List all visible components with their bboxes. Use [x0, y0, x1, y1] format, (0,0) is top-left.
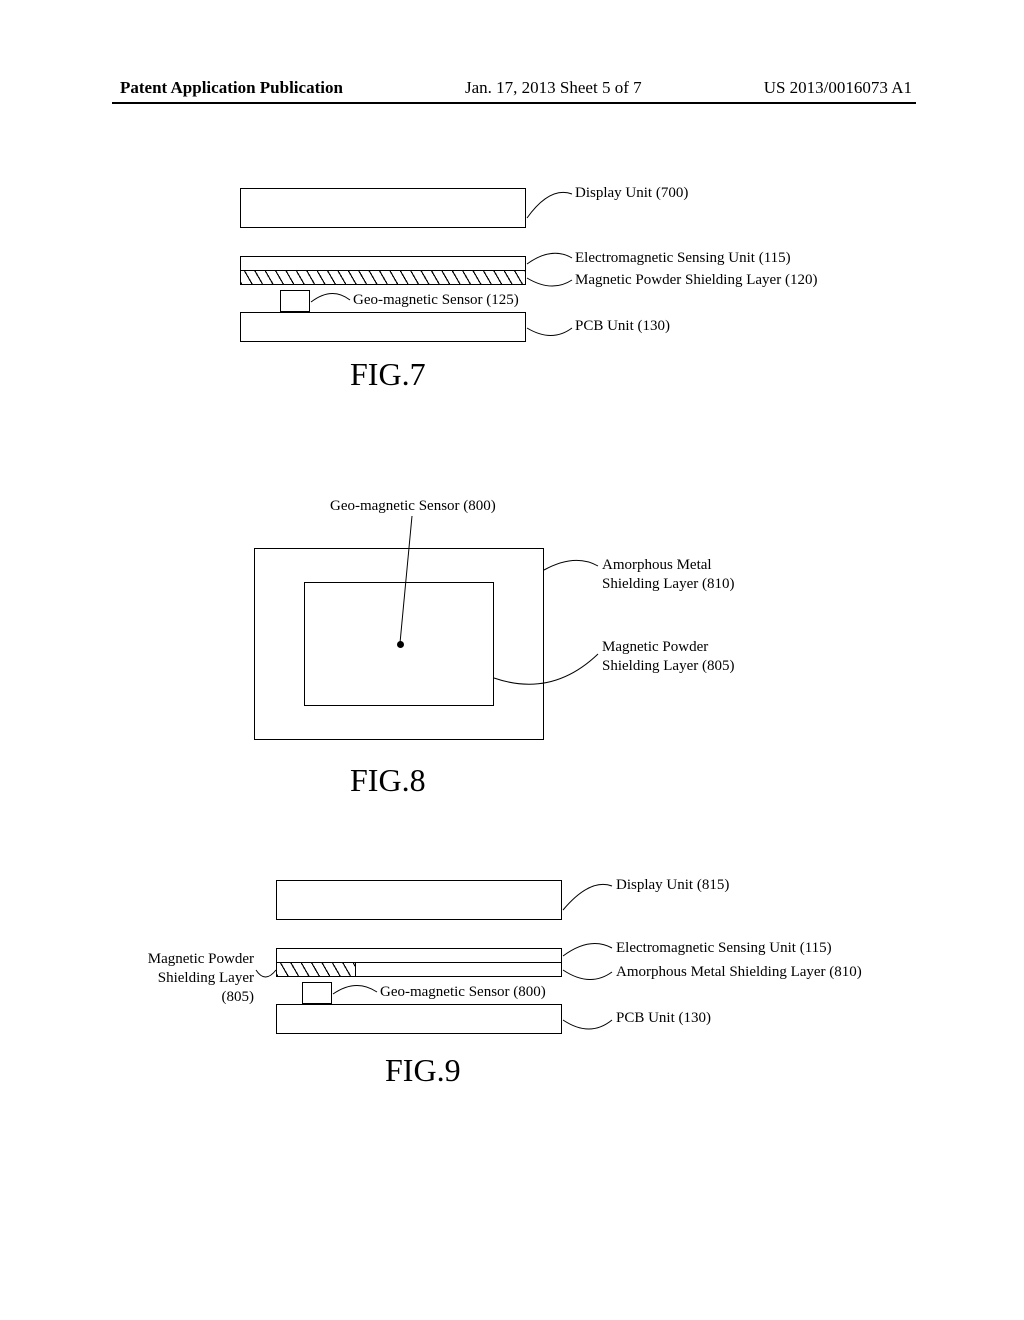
- fig7-display-unit: [240, 188, 526, 228]
- figure-7: Display Unit (700) Electromagnetic Sensi…: [0, 188, 1024, 408]
- fig9-display-label: Display Unit (815): [616, 877, 729, 894]
- fig7-display-label: Display Unit (700): [575, 185, 688, 202]
- fig9-magnetic-powder-shielding-layer: [276, 962, 356, 977]
- header-right: US 2013/0016073 A1: [764, 78, 912, 98]
- header-rule: [112, 102, 916, 104]
- fig9-geo-magnetic-sensor: [302, 982, 332, 1004]
- fig8-title: Geo-magnetic Sensor (800): [330, 498, 496, 515]
- fig9-caption: FIG.9: [385, 1052, 461, 1089]
- fig8-magnetic-powder-label: Magnetic Powder Shielding Layer (805): [602, 638, 734, 676]
- fig7-electromagnetic-sensing-unit: [240, 256, 526, 271]
- fig7-pcb-unit: [240, 312, 526, 342]
- fig9-mp-label-line3: (805): [222, 989, 255, 1005]
- fig7-magnetic-powder-shielding-layer: [240, 270, 526, 285]
- fig8-mp-label-line2: Shielding Layer (805): [602, 658, 734, 674]
- fig9-mp-label-line1: Magnetic Powder: [148, 951, 254, 967]
- header-center: Jan. 17, 2013 Sheet 5 of 7: [465, 78, 642, 98]
- fig7-shield-label: Magnetic Powder Shielding Layer (120): [575, 272, 817, 289]
- fig8-mp-label-line1: Magnetic Powder: [602, 639, 708, 655]
- fig9-electromagnetic-sensing-unit: [276, 948, 562, 963]
- fig9-mp-label-line2: Shielding Layer: [158, 970, 254, 986]
- fig8-amorphous-label: Amorphous Metal Shielding Layer (810): [602, 556, 734, 594]
- fig9-pcb-unit: [276, 1004, 562, 1034]
- fig9-pcb-label: PCB Unit (130): [616, 1010, 711, 1027]
- fig9-am-label: Amorphous Metal Shielding Layer (810): [616, 964, 862, 981]
- fig9-display-unit: [276, 880, 562, 920]
- figure-8: Geo-magnetic Sensor (800) Amorphous Meta…: [0, 498, 1024, 808]
- fig7-geo-magnetic-sensor: [280, 290, 310, 312]
- header-left: Patent Application Publication: [120, 78, 343, 98]
- page-header: Patent Application Publication Jan. 17, …: [0, 78, 1024, 98]
- fig9-mp-label: Magnetic Powder Shielding Layer (805): [134, 950, 254, 1006]
- fig8-geo-magnetic-sensor-dot: [397, 641, 404, 648]
- fig7-ems-label: Electromagnetic Sensing Unit (115): [575, 250, 791, 267]
- fig8-amorphous-label-line2: Shielding Layer (810): [602, 576, 734, 592]
- fig8-caption: FIG.8: [350, 762, 426, 799]
- fig7-geo-label: Geo-magnetic Sensor (125): [353, 292, 519, 309]
- fig7-pcb-label: PCB Unit (130): [575, 318, 670, 335]
- fig9-geo-label: Geo-magnetic Sensor (800): [380, 984, 546, 1001]
- figure-9: Display Unit (815) Electromagnetic Sensi…: [0, 880, 1024, 1130]
- fig7-caption: FIG.7: [350, 356, 426, 393]
- fig8-amorphous-label-line1: Amorphous Metal: [602, 557, 712, 573]
- fig9-ems-label: Electromagnetic Sensing Unit (115): [616, 940, 832, 957]
